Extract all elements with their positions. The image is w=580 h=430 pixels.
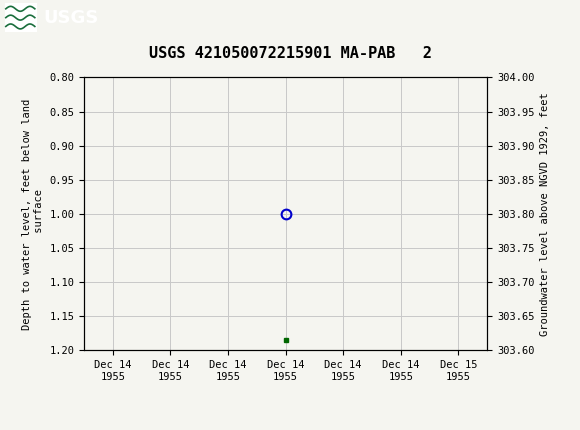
Text: USGS: USGS xyxy=(44,9,99,27)
Y-axis label: Depth to water level, feet below land
 surface: Depth to water level, feet below land su… xyxy=(22,98,44,329)
Text: USGS 421050072215901 MA-PAB   2: USGS 421050072215901 MA-PAB 2 xyxy=(148,46,432,61)
Y-axis label: Groundwater level above NGVD 1929, feet: Groundwater level above NGVD 1929, feet xyxy=(540,92,550,336)
FancyBboxPatch shape xyxy=(5,3,37,32)
